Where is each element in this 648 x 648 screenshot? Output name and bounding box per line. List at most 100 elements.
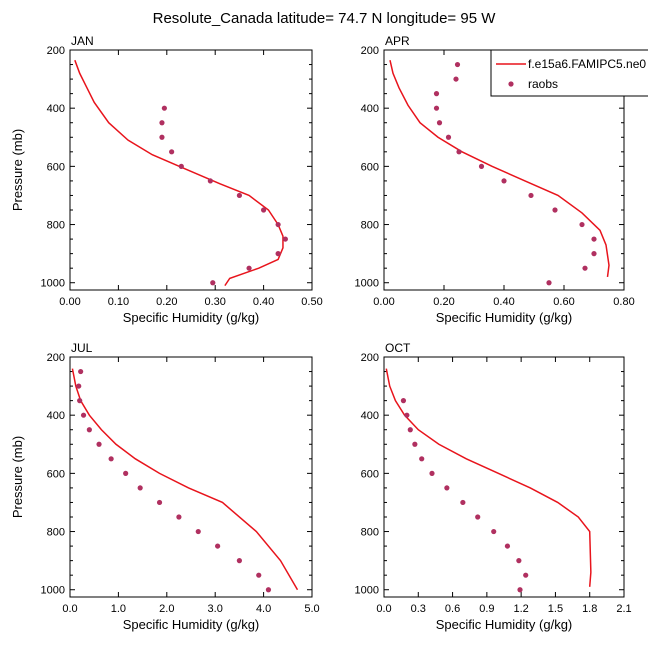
legend: f.e15a6.FAMIPC5.ne0 raobs	[490, 49, 648, 97]
raobs-point	[591, 236, 597, 242]
legend-model-label: f.e15a6.FAMIPC5.ne0	[528, 57, 646, 71]
raobs-point	[407, 427, 413, 433]
raobs-point	[475, 514, 481, 520]
raobs-point	[501, 178, 507, 184]
raobs-point	[444, 485, 450, 491]
raobs-point	[546, 280, 552, 286]
x-tick-label: 0.00	[59, 296, 80, 308]
x-tick-label: 4.0	[256, 603, 271, 615]
x-tick-label: 5.0	[304, 603, 319, 615]
panel-jan: JAN 0.00 0.10 0.20 0.30 0.40 0.50 200 400 600 800 1…	[10, 34, 323, 325]
raobs-point	[195, 528, 201, 535]
y-tick-label: 200	[47, 352, 65, 364]
raobs-point	[400, 398, 407, 404]
raobs-point	[207, 178, 213, 184]
raobs-point	[445, 134, 452, 140]
raobs-point	[80, 412, 87, 418]
y-axis-label: Pressure (mb)	[10, 436, 25, 518]
x-tick-label: 2.0	[159, 603, 174, 615]
y-tick-label: 600	[361, 161, 379, 173]
y-tick-label: 600	[47, 468, 65, 480]
x-tick-label: 0.80	[613, 296, 634, 308]
raobs-point	[436, 120, 443, 126]
x-tick-label: 0.20	[433, 296, 454, 308]
y-tick-label: 800	[361, 220, 379, 232]
x-axis-label: Specific Humidity (g/kg)	[436, 310, 573, 325]
x-tick-label: 0.30	[204, 296, 225, 308]
raobs-point	[591, 251, 597, 257]
raobs-point	[579, 221, 585, 228]
x-tick-label: 0.00	[373, 296, 394, 308]
raobs-point	[433, 105, 440, 111]
x-tick-label: 1.0	[111, 603, 126, 615]
raobs-point	[433, 91, 440, 97]
y-tick-label: 400	[47, 103, 65, 115]
raobs-point	[137, 485, 143, 491]
raobs-point	[236, 558, 242, 564]
raobs-point	[275, 221, 281, 228]
model-series-line	[385, 368, 592, 587]
x-tick-label: 0.10	[108, 296, 129, 308]
x-tick-label: 0.0	[62, 603, 77, 615]
raobs-point	[419, 456, 425, 462]
y-axis-label: Pressure (mb)	[10, 129, 25, 211]
raobs-point	[215, 543, 221, 549]
raobs-point	[246, 265, 252, 271]
x-tick-label: 0.0	[376, 603, 391, 615]
y-tick-label: 200	[361, 352, 379, 364]
x-tick-label: 0.60	[553, 296, 574, 308]
y-tick-label: 1000	[41, 278, 65, 290]
y-tick-label: 1000	[41, 585, 65, 597]
raobs-point	[256, 572, 262, 578]
raobs-point	[78, 368, 84, 375]
plot-frame	[69, 49, 313, 291]
raobs-point	[456, 149, 462, 155]
x-tick-label: 1.2	[513, 603, 528, 615]
raobs-point	[169, 149, 175, 155]
y-tick-label: 800	[47, 220, 65, 232]
panel-apr: APR 0.00 0.20 0.40 0.60 0.80 200 400 600 800 1000 S…	[355, 34, 635, 325]
plot-frame	[383, 356, 625, 598]
y-tick-label: 400	[361, 410, 379, 422]
model-series-line	[71, 368, 299, 591]
page-title: Resolute_Canada latitude= 74.7 N longitu…	[153, 10, 497, 27]
x-tick-label: 0.50	[301, 296, 322, 308]
raobs-point	[491, 528, 497, 535]
raobs-point	[178, 163, 184, 169]
raobs-point	[108, 456, 114, 462]
x-tick-label: 0.40	[493, 296, 514, 308]
raobs-point	[582, 265, 588, 271]
raobs-point	[460, 499, 466, 506]
panels: JAN 0.00 0.10 0.20 0.30 0.40 0.50 200 400 600 800 1…	[10, 34, 648, 632]
x-axis-label: Specific Humidity (g/kg)	[123, 617, 260, 632]
y-tick-label: 200	[47, 45, 65, 57]
raobs-point	[265, 587, 272, 593]
raobs-point	[261, 207, 267, 213]
panel-label: JUL	[71, 341, 93, 355]
panel-jul: JUL 0.0 1.0 2.0 3.0 4.0 5.0 200 400 600 800 1000 Spe…	[10, 341, 320, 632]
y-tick-label: 1000	[355, 278, 379, 290]
raobs-point	[523, 572, 529, 578]
raobs-point	[504, 543, 511, 549]
panel-label: JAN	[71, 34, 94, 48]
legend-raobs-marker	[508, 81, 514, 87]
x-tick-label: 0.3	[411, 603, 426, 615]
x-axis-label: Specific Humidity (g/kg)	[123, 310, 260, 325]
raobs-point	[275, 251, 281, 257]
raobs-point	[96, 441, 102, 447]
panel-label: OCT	[385, 341, 411, 355]
raobs-point	[210, 280, 216, 286]
raobs-point	[404, 412, 410, 418]
x-tick-label: 1.8	[582, 603, 597, 615]
raobs-point	[77, 398, 83, 404]
x-tick-label: 2.1	[616, 603, 631, 615]
raobs-point	[412, 441, 418, 447]
raobs-point	[161, 105, 167, 111]
y-tick-label: 800	[47, 527, 65, 539]
raobs-point	[528, 192, 534, 199]
y-tick-label: 600	[361, 468, 379, 480]
panel-label: APR	[385, 34, 410, 48]
x-axis-label: Specific Humidity (g/kg)	[436, 617, 573, 632]
raobs-point	[76, 383, 82, 389]
